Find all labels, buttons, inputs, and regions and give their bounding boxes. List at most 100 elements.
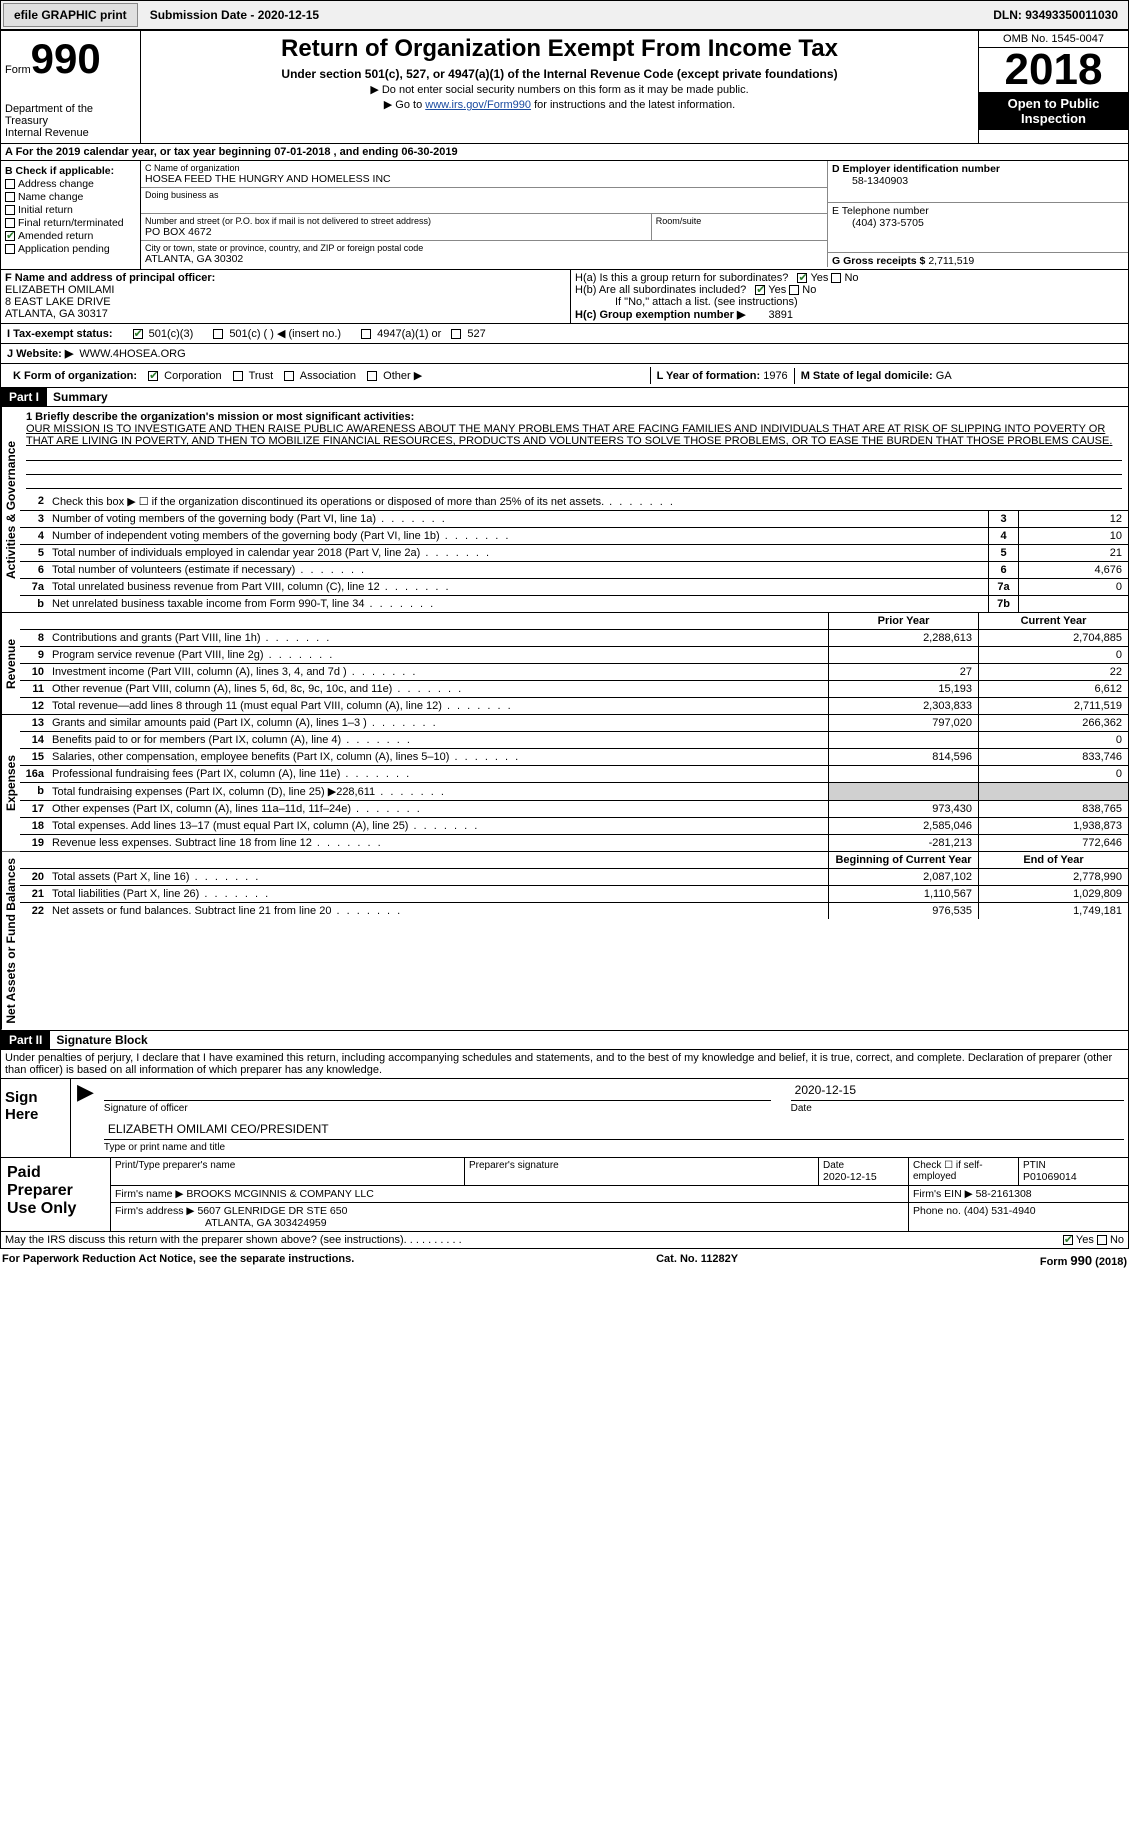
arrow-icon: ▶ [71,1079,100,1157]
line-box: 6 [988,562,1018,578]
line-value: 21 [1018,545,1128,561]
checkbox-icon[interactable] [451,329,461,339]
firm-name: BROOKS MCGINNIS & COMPANY LLC [186,1188,373,1200]
ein-label: Firm's EIN ▶ [913,1188,973,1200]
side-label-governance: Activities & Governance [1,407,20,612]
h-c-label: H(c) Group exemption number ▶ [575,309,745,321]
net-header-row: Beginning of Current Year End of Year [20,852,1128,869]
phone-label: E Telephone number [832,205,1124,217]
checkbox-checked-icon[interactable] [755,285,765,295]
current-value: 0 [978,732,1128,748]
formation-year: 1976 [763,370,787,382]
prep-date-label: Date [823,1160,904,1171]
box-i: I Tax-exempt status: 501(c)(3) 501(c) ( … [0,324,1129,344]
firm-addr1: 5607 GLENRIDGE DR STE 650 [197,1205,347,1217]
prior-value [828,732,978,748]
tax-status-label: I Tax-exempt status: [7,328,113,340]
perjury-statement: Under penalties of perjury, I declare th… [0,1050,1129,1079]
form-org-label: K Form of organization: [13,370,137,382]
line-desc: Number of voting members of the governin… [48,511,988,527]
line-17: 17 Other expenses (Part IX, column (A), … [20,801,1128,818]
chk-initial-return[interactable]: Initial return [5,204,136,216]
gov-line-3: 3 Number of voting members of the govern… [20,511,1128,528]
goto-prefix: ▶ Go to [384,99,425,111]
checkbox-icon[interactable] [367,371,377,381]
opt-trust: Trust [249,370,274,382]
gross-value: 2,711,519 [928,255,974,267]
checkbox-icon[interactable] [361,329,371,339]
checkbox-icon[interactable] [213,329,223,339]
prep-sig-label: Preparer's signature [469,1160,814,1171]
box-f: F Name and address of principal officer:… [1,270,571,323]
line-18: 18 Total expenses. Add lines 13–17 (must… [20,818,1128,835]
line-desc: Total expenses. Add lines 13–17 (must eq… [48,818,828,834]
line-box: 7a [988,579,1018,595]
chk-application-pending[interactable]: Application pending [5,243,136,255]
checkbox-icon[interactable] [789,285,799,295]
line-9: 9 Program service revenue (Part VIII, li… [20,647,1128,664]
h-b-row: H(b) Are all subordinates included? Yes … [575,284,1124,296]
no-label: No [1110,1234,1124,1246]
checkbox-checked-icon[interactable] [1063,1235,1073,1245]
line-value: 0 [1018,579,1128,595]
checkbox-icon[interactable] [1097,1235,1107,1245]
line-value: 12 [1018,511,1128,527]
line-box: 3 [988,511,1018,527]
chk-amended-return[interactable]: Amended return [5,230,136,242]
shaded-cell [978,783,1128,800]
firm-ein-cell: Firm's EIN ▶ 58-2161308 [908,1186,1128,1202]
yes-label: Yes [1076,1234,1094,1246]
box-k: K Form of organization: Corporation Trus… [7,367,651,384]
dba-label: Doing business as [145,190,823,200]
line-num: 13 [20,715,48,731]
opt-corp: Corporation [164,370,221,382]
checkbox-checked-icon[interactable] [797,273,807,283]
line-desc: Total liabilities (Part X, line 26) [48,886,828,902]
blank [48,613,828,629]
box-d-e-g: D Employer identification number 58-1340… [828,161,1128,269]
prior-value: 814,596 [828,749,978,765]
yes-label: Yes [768,284,786,296]
checkbox-checked-icon[interactable] [133,329,143,339]
gov-line-2: 2 Check this box ▶ ☐ if the organization… [20,493,1128,511]
header-right: OMB No. 1545-0047 2018 Open to Public In… [978,31,1128,143]
chk-name-change[interactable]: Name change [5,191,136,203]
governance-body: 1 Briefly describe the organization's mi… [20,407,1128,612]
line-10: 10 Investment income (Part VIII, column … [20,664,1128,681]
efile-button[interactable]: efile GRAPHIC print [3,3,138,27]
prep-name-cell: Print/Type preparer's name [111,1158,464,1185]
checkbox-icon[interactable] [233,371,243,381]
org-address: PO BOX 4672 [145,226,647,238]
line-desc: Total number of individuals employed in … [48,545,988,561]
dln-label: DLN: [993,8,1022,22]
dln-value: 93493350011030 [1025,8,1118,22]
line-desc: Total number of volunteers (estimate if … [48,562,988,578]
checkbox-icon[interactable] [831,273,841,283]
h-a-label: H(a) Is this a group return for subordin… [575,272,788,284]
line-desc: Number of independent voting members of … [48,528,988,544]
line-desc: Salaries, other compensation, employee b… [48,749,828,765]
header-left: Form990 Department of the Treasury Inter… [1,31,141,143]
officer-group-row: F Name and address of principal officer:… [0,270,1129,324]
prior-value: 2,087,102 [828,869,978,885]
tax-period: A For the 2019 calendar year, or tax yea… [0,144,1129,161]
line-desc: Total unrelated business revenue from Pa… [48,579,988,595]
current-value: 22 [978,664,1128,680]
box-m: M State of legal domicile: GA [795,368,1122,384]
prep-date: 2020-12-15 [823,1171,904,1183]
checkbox-checked-icon[interactable] [148,371,158,381]
irs-link[interactable]: www.irs.gov/Form990 [425,99,531,111]
checkbox-icon [5,218,15,228]
current-value: 1,029,809 [978,886,1128,902]
chk-final-return[interactable]: Final return/terminated [5,217,136,229]
chk-address-change[interactable]: Address change [5,178,136,190]
website-label: J Website: ▶ [7,347,73,360]
part-1-title: Summary [47,388,114,406]
firm-phone-label: Phone no. [913,1205,961,1217]
header-center: Return of Organization Exempt From Incom… [141,31,978,143]
firm-addr2: ATLANTA, GA 303424959 [115,1217,904,1229]
checkbox-icon [5,244,15,254]
gross-cell: G Gross receipts $ 2,711,519 [828,253,1128,269]
mission-text: OUR MISSION IS TO INVESTIGATE AND THEN R… [26,423,1122,447]
checkbox-icon[interactable] [284,371,294,381]
